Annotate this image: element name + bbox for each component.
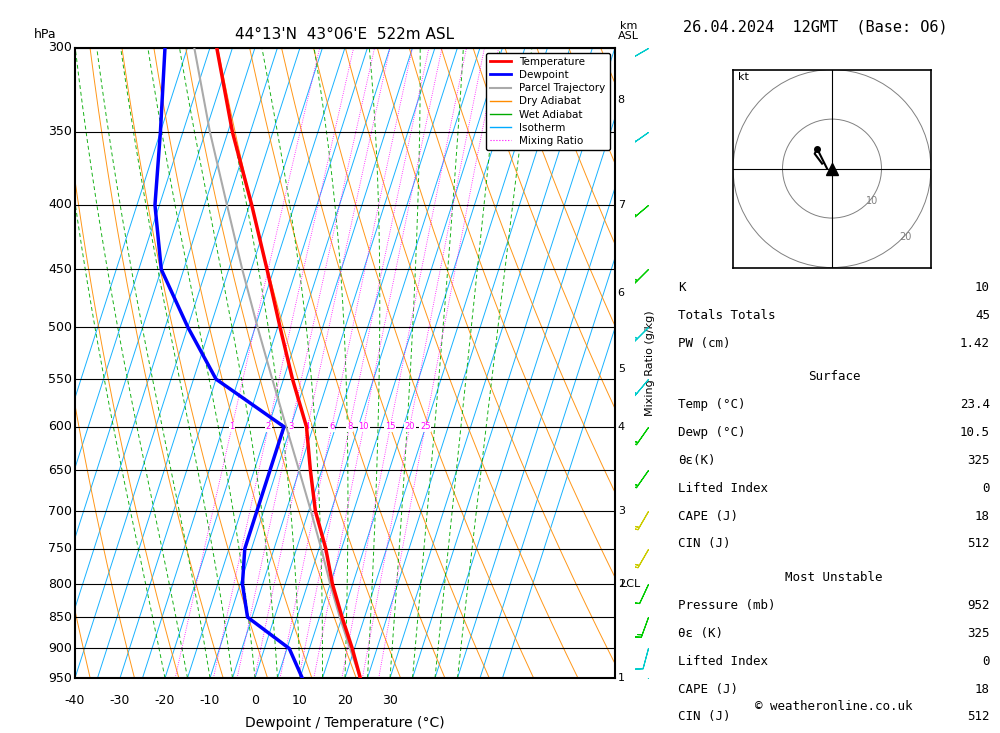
Text: 800: 800 — [48, 578, 72, 591]
Text: Pressure (mb): Pressure (mb) — [678, 599, 776, 612]
Text: Dewp (°C): Dewp (°C) — [678, 426, 746, 439]
Text: -40: -40 — [65, 693, 85, 707]
Text: 300: 300 — [48, 41, 72, 54]
Text: Lifted Index: Lifted Index — [678, 482, 768, 495]
Text: kt: kt — [738, 72, 749, 81]
Text: 26.04.2024  12GMT  (Base: O6): 26.04.2024 12GMT (Base: O6) — [683, 20, 947, 34]
Text: LCL: LCL — [620, 579, 641, 589]
Text: 10: 10 — [358, 422, 369, 431]
Text: 10.5: 10.5 — [960, 426, 990, 439]
Text: 950: 950 — [48, 671, 72, 685]
Text: 400: 400 — [48, 199, 72, 212]
Text: 700: 700 — [48, 504, 72, 517]
Text: 2: 2 — [618, 579, 625, 589]
Text: Mixing Ratio (g/kg): Mixing Ratio (g/kg) — [645, 310, 655, 416]
Text: 20: 20 — [899, 232, 912, 242]
Text: 6: 6 — [618, 288, 625, 298]
Text: 600: 600 — [48, 420, 72, 433]
Text: θε (K): θε (K) — [678, 627, 723, 640]
Text: 10: 10 — [866, 196, 878, 206]
Text: CAPE (J): CAPE (J) — [678, 509, 738, 523]
Text: 8: 8 — [618, 95, 625, 105]
Text: 2: 2 — [266, 422, 271, 431]
Text: 8: 8 — [347, 422, 352, 431]
Text: 25: 25 — [420, 422, 430, 431]
Text: Temp (°C): Temp (°C) — [678, 398, 746, 411]
Text: 0: 0 — [251, 693, 259, 707]
Text: θε(K): θε(K) — [678, 454, 716, 467]
Text: 4: 4 — [305, 422, 310, 431]
Text: CAPE (J): CAPE (J) — [678, 682, 738, 696]
Text: km
ASL: km ASL — [618, 21, 639, 41]
Text: CIN (J): CIN (J) — [678, 537, 730, 550]
Text: 952: 952 — [968, 599, 990, 612]
Text: 18: 18 — [975, 682, 990, 696]
Text: 1: 1 — [229, 422, 235, 431]
Text: 512: 512 — [968, 537, 990, 550]
Text: 900: 900 — [48, 642, 72, 655]
Text: 23.4: 23.4 — [960, 398, 990, 411]
Text: hPa: hPa — [34, 29, 57, 41]
Text: 3: 3 — [288, 422, 294, 431]
Text: -10: -10 — [200, 693, 220, 707]
Text: 6: 6 — [329, 422, 334, 431]
Text: -20: -20 — [155, 693, 175, 707]
Text: 20: 20 — [337, 693, 353, 707]
Text: 1: 1 — [618, 673, 625, 683]
Text: 5: 5 — [618, 364, 625, 374]
Text: Surface: Surface — [808, 370, 860, 383]
Text: Dewpoint / Temperature (°C): Dewpoint / Temperature (°C) — [245, 716, 445, 730]
Text: 18: 18 — [975, 509, 990, 523]
Text: 10: 10 — [292, 693, 308, 707]
Text: 325: 325 — [968, 454, 990, 467]
Legend: Temperature, Dewpoint, Parcel Trajectory, Dry Adiabat, Wet Adiabat, Isotherm, Mi: Temperature, Dewpoint, Parcel Trajectory… — [486, 53, 610, 150]
Text: 650: 650 — [48, 464, 72, 477]
Title: 44°13'N  43°06'E  522m ASL: 44°13'N 43°06'E 522m ASL — [235, 27, 455, 43]
Text: 10: 10 — [975, 281, 990, 294]
Text: 0: 0 — [982, 482, 990, 495]
Text: 15: 15 — [385, 422, 396, 431]
Text: 3: 3 — [618, 506, 625, 516]
Text: 4: 4 — [618, 421, 625, 432]
Text: 850: 850 — [48, 611, 72, 624]
Text: 350: 350 — [48, 125, 72, 139]
Text: 30: 30 — [382, 693, 398, 707]
Text: 7: 7 — [618, 200, 625, 210]
Text: 20: 20 — [404, 422, 415, 431]
Text: CIN (J): CIN (J) — [678, 710, 730, 723]
Text: © weatheronline.co.uk: © weatheronline.co.uk — [755, 700, 913, 713]
Text: 1.42: 1.42 — [960, 336, 990, 350]
Text: K: K — [678, 281, 686, 294]
Text: PW (cm): PW (cm) — [678, 336, 730, 350]
Text: 325: 325 — [968, 627, 990, 640]
Text: Totals Totals: Totals Totals — [678, 309, 776, 322]
Text: 750: 750 — [48, 542, 72, 556]
Text: Lifted Index: Lifted Index — [678, 655, 768, 668]
Text: 450: 450 — [48, 263, 72, 276]
Text: 500: 500 — [48, 320, 72, 334]
Text: Most Unstable: Most Unstable — [785, 571, 883, 584]
Text: 45: 45 — [975, 309, 990, 322]
Text: -30: -30 — [110, 693, 130, 707]
Text: 512: 512 — [968, 710, 990, 723]
Text: 0: 0 — [982, 655, 990, 668]
Text: 550: 550 — [48, 372, 72, 386]
